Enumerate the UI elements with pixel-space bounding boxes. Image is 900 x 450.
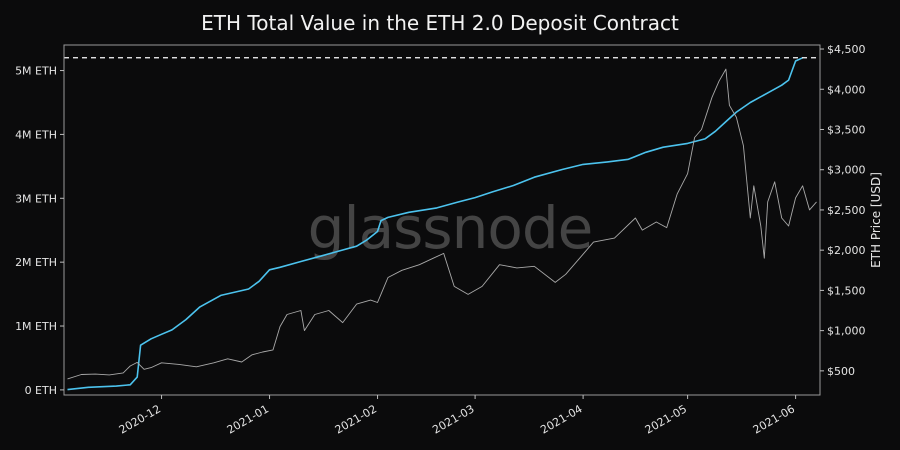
left-y-axis: 0 ETH 1M ETH 2M ETH 3M ETH 4M ETH 5M ETH <box>15 65 64 397</box>
right-tick-label: $1,000 <box>827 325 866 338</box>
series-layer <box>64 57 820 391</box>
right-tick-label: $3,000 <box>827 164 866 177</box>
left-tick-label: 2M ETH <box>15 256 57 269</box>
plot-frame <box>63 44 821 396</box>
series-line-eth-deposited <box>67 57 803 391</box>
series-line-eth-price <box>67 68 817 380</box>
left-tick-label: 5M ETH <box>15 65 57 78</box>
right-tick-label: $2,500 <box>827 204 866 217</box>
right-tick-label: $500 <box>827 365 855 378</box>
left-tick-label: 1M ETH <box>15 320 57 333</box>
left-tick-label: 3M ETH <box>15 192 57 205</box>
right-y-axis: $500 $1,000 $1,500 $2,000 $2,500 $3,000 $3,500… <box>820 43 866 378</box>
right-tick-label: $2,000 <box>827 244 866 257</box>
right-tick-label: $4,000 <box>827 83 866 96</box>
right-tick-label: $1,500 <box>827 284 866 297</box>
watermark-logo: glassnode <box>308 194 593 262</box>
right-y-axis-label: ETH Price [USD] <box>869 172 883 268</box>
chart-title: ETH Total Value in the ETH 2.0 Deposit C… <box>201 11 679 35</box>
right-tick-label: $4,500 <box>827 43 866 56</box>
left-tick-label: 4M ETH <box>15 128 57 141</box>
left-tick-label: 0 ETH <box>25 384 57 397</box>
right-tick-label: $3,500 <box>827 123 866 136</box>
